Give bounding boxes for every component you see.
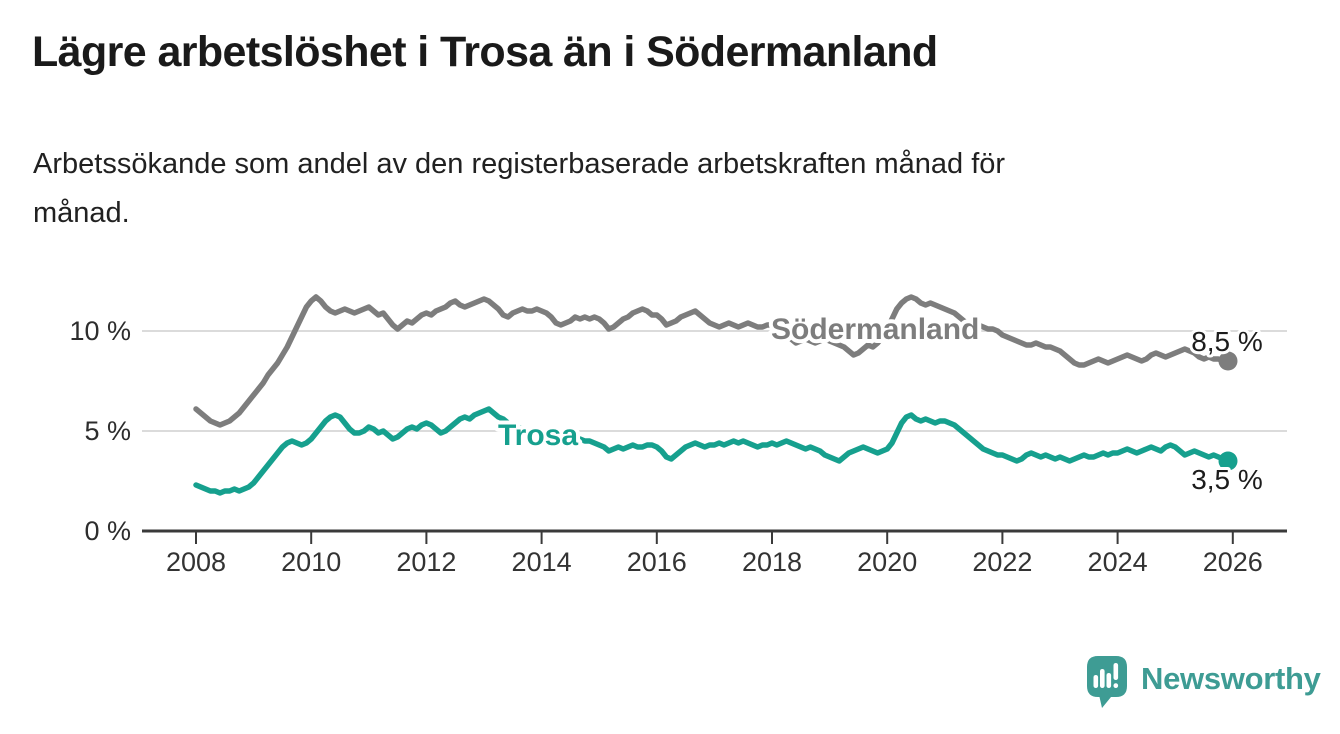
y-axis-tick-labels: 0 % 5 % 10 %	[69, 316, 131, 546]
x-tick-label-2008: 2008	[166, 547, 226, 577]
subtitle-line-1: Arbetssökande som andel av den registerb…	[33, 148, 1006, 180]
subtitle-line-2: månad.	[33, 197, 130, 229]
series-labels: Södermanland Trosa	[494, 309, 983, 456]
x-axis	[142, 529, 1287, 544]
x-tick-label-2012: 2012	[396, 547, 456, 577]
series-line-södermanland	[193, 294, 1231, 428]
x-tick-label-2016: 2016	[627, 547, 687, 577]
end-dot-trosa	[1218, 451, 1238, 471]
chart-subtitle: Arbetssökande som andel av den registerb…	[33, 140, 1005, 238]
x-axis-tick-labels: 2008 2010 2012 2014 2016 2018 2020 2022 2024 2026	[166, 547, 1263, 577]
x-tick-label-2014: 2014	[512, 547, 572, 577]
series-line-trosa	[193, 406, 1231, 496]
y-tick-label-0: 0 %	[84, 516, 131, 546]
page-title: Lägre arbetslöshet i Trosa än i Söderman…	[32, 28, 938, 76]
series-end-value-labels: 8,5 % 3,5 %	[1188, 323, 1266, 498]
series-label-södermanland: Södermanland	[771, 313, 979, 346]
x-tick-label-2024: 2024	[1088, 547, 1148, 577]
series-label-trosa: Trosa	[498, 419, 578, 452]
end-dot-södermanland	[1218, 351, 1238, 371]
newsworthy-speech-bubble-bar-chart-icon	[1087, 656, 1127, 708]
x-tick-label-2020: 2020	[857, 547, 917, 577]
newsworthy-logo-text: Newsworthy	[1141, 661, 1321, 696]
x-tick-label-2026: 2026	[1203, 547, 1263, 577]
x-tick-label-2022: 2022	[972, 547, 1032, 577]
series-end-dots	[1218, 351, 1238, 471]
newsworthy-logo[interactable]: Newsworthy	[1087, 656, 1321, 710]
x-tick-label-2010: 2010	[281, 547, 341, 577]
y-tick-label-5: 5 %	[84, 416, 131, 446]
y-tick-label-10: 10 %	[69, 316, 131, 346]
x-tick-label-2018: 2018	[742, 547, 802, 577]
series-lines	[193, 294, 1231, 496]
end-value-label-trosa: 3,5 %	[1191, 464, 1263, 495]
end-value-label-södermanland: 8,5 %	[1191, 326, 1263, 357]
gridlines	[142, 330, 1287, 432]
